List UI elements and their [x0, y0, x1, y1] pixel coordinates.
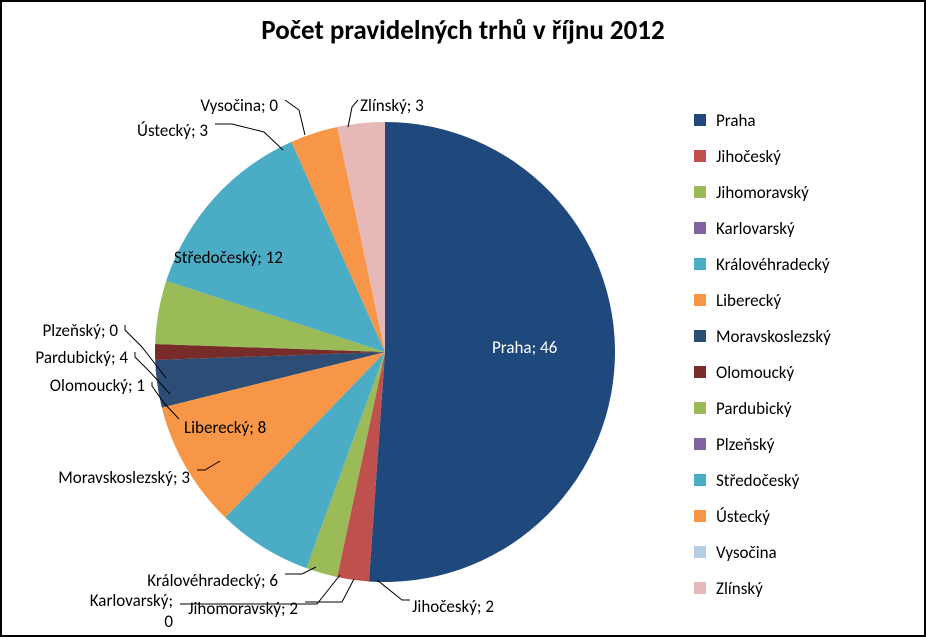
legend-item: Moravskoslezský [694, 318, 894, 354]
legend-label: Liberecký [716, 290, 781, 311]
legend: Praha Jihočeský Jihomoravský Karlovarský Krá… [694, 102, 894, 606]
legend-swatch [694, 330, 706, 342]
data-label: Ústecký; 3 [137, 120, 208, 141]
legend-label: Moravskoslezský [716, 326, 831, 347]
chart-frame: Počet pravidelných trhů v říjnu 2012 Pra… [0, 0, 926, 637]
legend-swatch [694, 474, 706, 486]
legend-swatch [694, 294, 706, 306]
legend-swatch [694, 114, 706, 126]
legend-label: Zlínský [716, 578, 763, 599]
legend-label: Jihočeský [716, 146, 781, 167]
legend-swatch [694, 402, 706, 414]
legend-item: Jihočeský [694, 138, 894, 174]
legend-item: Královéhradecký [694, 246, 894, 282]
legend-label: Královéhradecký [716, 254, 830, 275]
legend-swatch [694, 366, 706, 378]
data-label: Praha; 46 [492, 337, 557, 358]
legend-item: Liberecký [694, 282, 894, 318]
legend-item: Jihomoravský [694, 174, 894, 210]
legend-swatch [694, 186, 706, 198]
legend-item: Středočeský [694, 462, 894, 498]
data-label: Olomoucký; 1 [50, 375, 145, 396]
legend-item: Ústecký [694, 498, 894, 534]
data-label: Královéhradecký; 6 [147, 570, 278, 591]
leader-line [285, 100, 305, 135]
legend-swatch [694, 258, 706, 270]
data-label: Jihomoravský; 2 [188, 598, 298, 619]
legend-label: Praha [716, 110, 756, 131]
legend-label: Jihomoravský [716, 182, 809, 203]
legend-label: Ústecký [716, 506, 770, 527]
data-label: Vysočina; 0 [200, 95, 278, 116]
leader-line [305, 579, 354, 602]
data-label: Karlovarský;0 [90, 590, 173, 632]
data-label: Jihočeský; 2 [412, 596, 494, 617]
legend-label: Pardubický [716, 398, 792, 419]
data-label: Pardubický; 4 [35, 347, 128, 368]
legend-label: Olomoucký [716, 362, 794, 383]
legend-swatch [694, 510, 706, 522]
data-label: Zlínský; 3 [360, 95, 424, 116]
data-label: Plzeňský; 0 [43, 320, 119, 341]
leader-line [215, 124, 283, 150]
legend-swatch [694, 582, 706, 594]
legend-label: Středočeský [716, 470, 799, 491]
legend-label: Plzeňský [716, 434, 774, 455]
legend-swatch [694, 222, 706, 234]
legend-item: Karlovarský [694, 210, 894, 246]
legend-swatch [694, 438, 706, 450]
legend-item: Praha [694, 102, 894, 138]
legend-label: Vysočina [716, 542, 777, 563]
legend-item: Pardubický [694, 390, 894, 426]
legend-swatch [694, 546, 706, 558]
legend-label: Karlovarský [716, 218, 795, 239]
leader-line [348, 100, 358, 127]
data-label: Liberecký; 8 [184, 417, 266, 438]
legend-item: Zlínský [694, 570, 894, 606]
leader-line [377, 580, 410, 600]
legend-item: Plzeňský [694, 426, 894, 462]
data-label: Moravskoslezský; 3 [58, 467, 190, 488]
data-label: Středočeský; 12 [174, 247, 283, 268]
legend-item: Olomoucký [694, 354, 894, 390]
legend-swatch [694, 150, 706, 162]
legend-item: Vysočina [694, 534, 894, 570]
